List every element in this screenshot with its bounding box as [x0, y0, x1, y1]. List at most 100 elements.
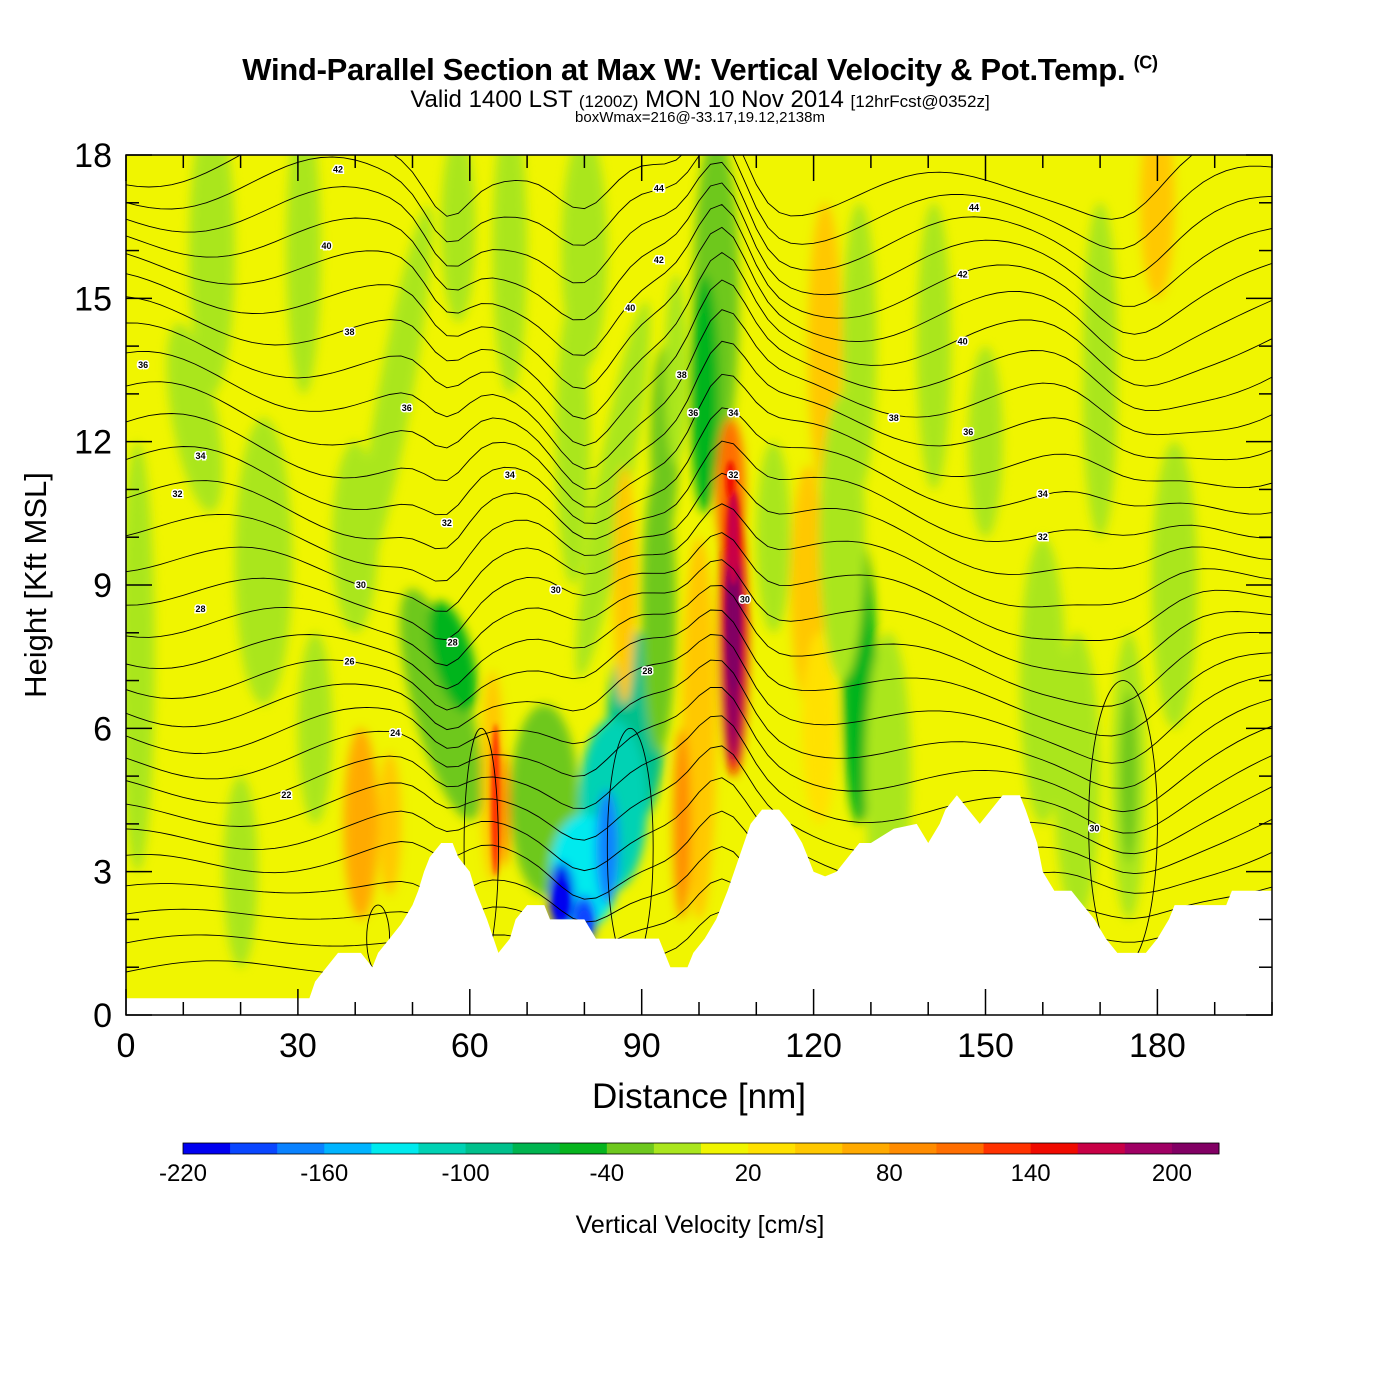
velocity-cell [756, 441, 791, 633]
theta-contour-line [126, 373, 1272, 508]
valid-prefix: Valid 1400 LST [410, 86, 573, 113]
colorbar-label: Vertical Velocity [cm/s] [576, 1211, 825, 1239]
colorbar-swatch [748, 1143, 796, 1154]
velocity-cell [399, 588, 483, 821]
colorbar-swatch [983, 1143, 1032, 1154]
x-tick-label: 120 [785, 1027, 842, 1065]
velocity-cell [673, 728, 691, 920]
theta-contour-label: 32 [442, 518, 452, 528]
theta-contour-line [126, 251, 1272, 420]
theta-contour-label: 30 [356, 580, 366, 590]
y-tick-labels: 0 3 6 9 12 15 18 [74, 137, 112, 1035]
theta-contour-label: 38 [889, 413, 899, 423]
colorbar-swatch [230, 1143, 278, 1154]
theta-contour-label: 36 [402, 403, 412, 413]
theta-contour-label: 30 [551, 585, 561, 595]
terrain-shape [126, 795, 1272, 1015]
valid-date: MON 10 Nov 2014 [645, 86, 844, 113]
velocity-cell [690, 274, 720, 514]
x-tick-label: 30 [279, 1027, 317, 1065]
theta-contour-label: 40 [958, 336, 968, 346]
chart-title-text: Wind-Parallel Section at Max W: Vertical… [242, 52, 1126, 87]
colorbar-swatch [1124, 1143, 1173, 1154]
y-tick-label: 3 [93, 854, 112, 892]
velocity-cell [234, 417, 293, 705]
colorbar-swatch [795, 1143, 843, 1154]
theta-contour-line [126, 155, 1194, 220]
colorbar-swatch [465, 1143, 514, 1154]
velocity-cell [428, 601, 478, 713]
velocity-cell [819, 393, 866, 681]
velocity-cell [378, 752, 402, 896]
velocity-core [554, 881, 569, 920]
colorbar-tick-label: 80 [876, 1160, 903, 1187]
velocity-cell [441, 155, 476, 323]
y-tick-label: 18 [74, 137, 112, 175]
velocity-cell [1019, 537, 1066, 824]
velocity-cell [498, 752, 510, 867]
chart-title: Wind-Parallel Section at Max W: Vertical… [0, 52, 1400, 88]
colorbar-swatch [936, 1143, 985, 1154]
x-tick-label: 0 [117, 1027, 136, 1065]
theta-contour-label: 34 [195, 451, 205, 461]
theta-contour-line [126, 585, 1272, 707]
colorbar-swatch [183, 1143, 231, 1154]
colorbar-tick-label: 20 [735, 1160, 762, 1187]
theta-contour-label: 28 [448, 637, 458, 647]
theta-contour-line [126, 532, 1272, 641]
colorbar-tick-label: -40 [589, 1160, 624, 1187]
axis-ticks [125, 154, 1273, 1016]
theta-contour-label: 44 [654, 183, 664, 193]
colorbar-tick-label: 140 [1011, 1160, 1051, 1187]
theta-contour-label: 28 [195, 604, 205, 614]
colorbar-tick-label: -100 [442, 1160, 490, 1187]
y-tick-label: 9 [93, 567, 112, 605]
x-tick-label: 60 [451, 1027, 489, 1065]
theta-contour-labels: 22 24 26 28 28 28 30 30 30 30 32 32 32 32 34 34 34 34 36 36… [137, 163, 1101, 835]
colorbar-tick-label: 200 [1152, 1160, 1192, 1187]
velocity-cell [1082, 250, 1118, 538]
theta-contour-label: 40 [322, 241, 332, 251]
velocity-cell [1140, 155, 1175, 299]
valid-utc: (1200Z) [578, 92, 639, 111]
colorbar-tick-label: -160 [300, 1160, 348, 1187]
theta-contour-label: 22 [281, 790, 291, 800]
x-axis-label: Distance [nm] [592, 1077, 806, 1116]
y-tick-label: 12 [74, 424, 112, 462]
forecast-info: [12hrFcst@0352z] [850, 92, 990, 111]
velocity-cell [575, 301, 651, 678]
y-tick-label: 6 [93, 710, 112, 748]
velocity-cell [126, 441, 155, 872]
theta-contour-line [126, 686, 1272, 813]
colorbar-swatch [324, 1143, 372, 1154]
x-tick-label: 150 [957, 1027, 1014, 1065]
theta-contour-label: 44 [969, 203, 979, 213]
colorbar-swatch [701, 1143, 749, 1154]
x-tick-label: 180 [1129, 1027, 1186, 1065]
theta-contour-label: 24 [390, 728, 400, 738]
theta-contour-label: 30 [1089, 824, 1099, 834]
theta-contour-label: 28 [642, 666, 652, 676]
copyright-mark: (C) [1133, 52, 1158, 73]
velocity-cell [1054, 632, 1101, 920]
colorbar-swatch [559, 1143, 608, 1154]
box-wmax-line: boxWmax=216@-33.17,19.12,2138m [575, 109, 825, 126]
colorbar-swatch [653, 1143, 702, 1154]
valid-time-line: Valid 1400 LST (1200Z) MON 10 Nov 2014 [… [0, 86, 1400, 114]
colorbar-tick-labels: -220 -160 -100 -40 20 80 140 200 [159, 1160, 1192, 1187]
theta-contour-label: 32 [173, 489, 183, 499]
theta-contour-line [126, 745, 1272, 855]
colorbar [182, 1142, 1220, 1155]
velocity-cell [286, 155, 321, 394]
theta-contour-line [126, 659, 1272, 789]
theta-contour-line [126, 559, 1272, 676]
theta-contour-label: 34 [505, 470, 515, 480]
velocity-cell [189, 155, 235, 394]
y-axis-label: Height [Kft MSL] [18, 472, 53, 698]
theta-contour-label: 32 [728, 470, 738, 480]
theta-contour-line [126, 440, 1272, 550]
theta-contour-label: 36 [138, 360, 148, 370]
velocity-cell [613, 465, 636, 705]
theta-contour-line [126, 279, 1272, 447]
